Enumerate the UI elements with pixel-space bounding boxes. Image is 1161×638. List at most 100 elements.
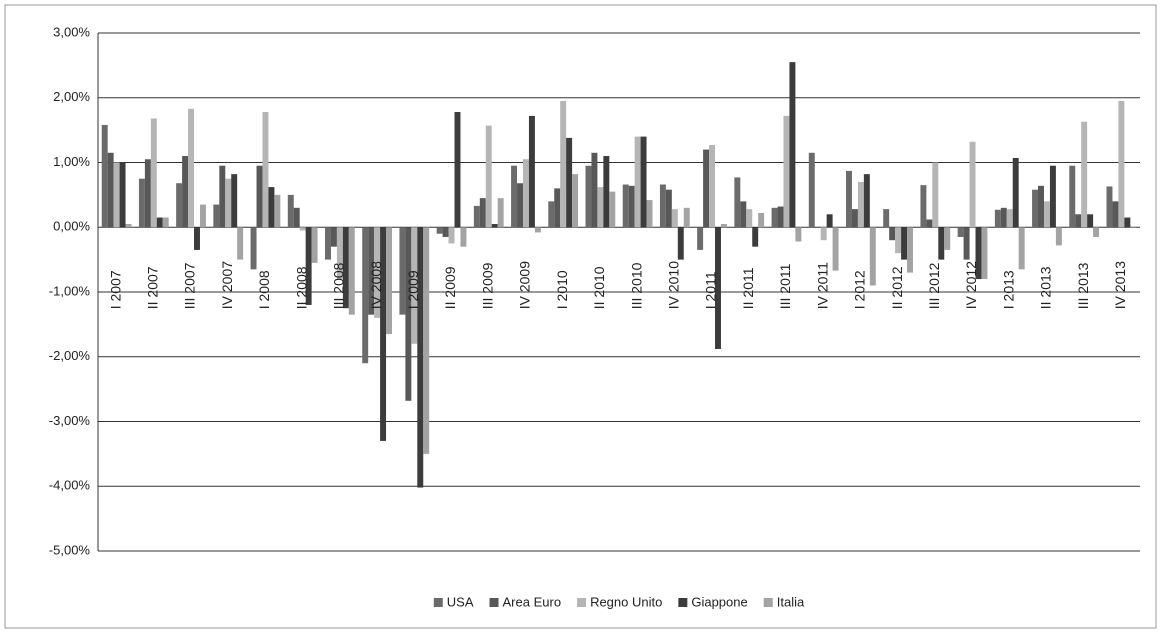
bar bbox=[101, 124, 108, 228]
bar bbox=[305, 227, 312, 305]
bar bbox=[448, 227, 455, 244]
bar bbox=[597, 187, 604, 228]
bar bbox=[703, 149, 710, 228]
bar bbox=[113, 162, 120, 228]
x-tick-label: I 2010 bbox=[554, 270, 570, 309]
bar bbox=[640, 136, 647, 228]
bar bbox=[808, 152, 815, 228]
bar bbox=[262, 111, 269, 228]
chart-frame bbox=[4, 4, 1157, 629]
x-tick-label: III 2010 bbox=[628, 262, 644, 309]
bar bbox=[665, 189, 672, 228]
bar bbox=[994, 209, 1001, 228]
y-tick-label: -4,00% bbox=[49, 478, 91, 493]
bar bbox=[188, 108, 195, 228]
bar bbox=[293, 207, 300, 228]
bar bbox=[1130, 227, 1137, 228]
bar bbox=[311, 227, 318, 263]
y-tick-label: -3,00% bbox=[49, 413, 91, 428]
bar bbox=[250, 227, 257, 270]
bar bbox=[1124, 217, 1131, 228]
bar bbox=[851, 209, 858, 228]
bar bbox=[975, 227, 982, 280]
bar bbox=[417, 227, 424, 488]
legend-swatch bbox=[489, 598, 499, 607]
bar bbox=[176, 183, 183, 228]
bar bbox=[1006, 209, 1013, 228]
x-tick-label: III 2009 bbox=[479, 262, 495, 309]
legend-label: Italia bbox=[777, 594, 805, 609]
bar bbox=[405, 227, 412, 401]
x-tick-label: III 2011 bbox=[777, 263, 793, 309]
bar bbox=[274, 194, 281, 228]
bar bbox=[646, 200, 653, 228]
bar bbox=[720, 224, 727, 228]
bar bbox=[1112, 201, 1119, 228]
bar bbox=[932, 162, 939, 228]
legend-swatch bbox=[763, 598, 773, 607]
x-tick-label: IV 2011 bbox=[814, 262, 830, 309]
bar bbox=[926, 219, 933, 228]
bar bbox=[609, 191, 616, 228]
bar bbox=[697, 227, 704, 250]
bar bbox=[1055, 227, 1062, 246]
bar bbox=[491, 224, 498, 228]
bar bbox=[883, 209, 890, 228]
bar bbox=[534, 227, 541, 233]
x-tick-label: III 2012 bbox=[926, 262, 942, 309]
x-tick-label: II 2010 bbox=[591, 266, 607, 309]
y-tick-label: 3,00% bbox=[53, 24, 90, 39]
bar bbox=[399, 227, 406, 315]
bar bbox=[659, 184, 666, 228]
bar bbox=[107, 152, 114, 228]
bar bbox=[634, 136, 641, 228]
bar bbox=[846, 170, 852, 228]
bar bbox=[1087, 214, 1094, 228]
bar bbox=[182, 156, 189, 228]
bar bbox=[677, 227, 684, 260]
bar bbox=[709, 145, 716, 228]
bar bbox=[1069, 165, 1076, 228]
x-tick-label: IV 2013 bbox=[1112, 261, 1128, 309]
bar bbox=[374, 227, 381, 318]
x-tick-label: II 2013 bbox=[1038, 266, 1054, 309]
bar bbox=[920, 185, 927, 228]
bar bbox=[162, 217, 169, 228]
x-tick-label: IV 2008 bbox=[368, 261, 384, 309]
bar bbox=[213, 204, 220, 228]
x-tick-label: III 2007 bbox=[182, 262, 198, 309]
bar bbox=[1049, 165, 1056, 228]
bar bbox=[814, 227, 821, 228]
bar bbox=[144, 159, 151, 228]
bar bbox=[460, 227, 467, 247]
bar bbox=[863, 174, 870, 228]
bar bbox=[572, 174, 579, 228]
y-tick-label: -5,00% bbox=[49, 542, 91, 557]
bar bbox=[622, 184, 629, 228]
bar bbox=[156, 217, 163, 228]
x-tick-label: I 2013 bbox=[1000, 270, 1016, 309]
x-tick-label: IV 2012 bbox=[963, 261, 979, 309]
bar bbox=[497, 198, 504, 228]
x-tick-label: II 2011 bbox=[740, 267, 756, 309]
y-tick-label: -1,00% bbox=[49, 283, 91, 298]
bar bbox=[442, 227, 449, 237]
bar bbox=[411, 227, 418, 344]
bar bbox=[194, 227, 200, 250]
y-tick-label: 2,00% bbox=[53, 89, 90, 104]
bar bbox=[1075, 214, 1082, 228]
bar bbox=[256, 165, 263, 228]
legend-swatch bbox=[678, 598, 688, 607]
bar bbox=[436, 227, 443, 234]
bar bbox=[368, 227, 375, 315]
bar bbox=[454, 111, 461, 228]
bar bbox=[895, 227, 902, 254]
bar bbox=[1038, 185, 1044, 228]
bar bbox=[485, 125, 492, 228]
bar bbox=[1012, 157, 1019, 228]
x-tick-label: I 2007 bbox=[107, 270, 123, 309]
y-tick-label: 1,00% bbox=[53, 154, 90, 169]
bar bbox=[715, 227, 721, 349]
bar bbox=[1032, 189, 1039, 228]
x-tick-label: IV 2010 bbox=[666, 261, 682, 309]
